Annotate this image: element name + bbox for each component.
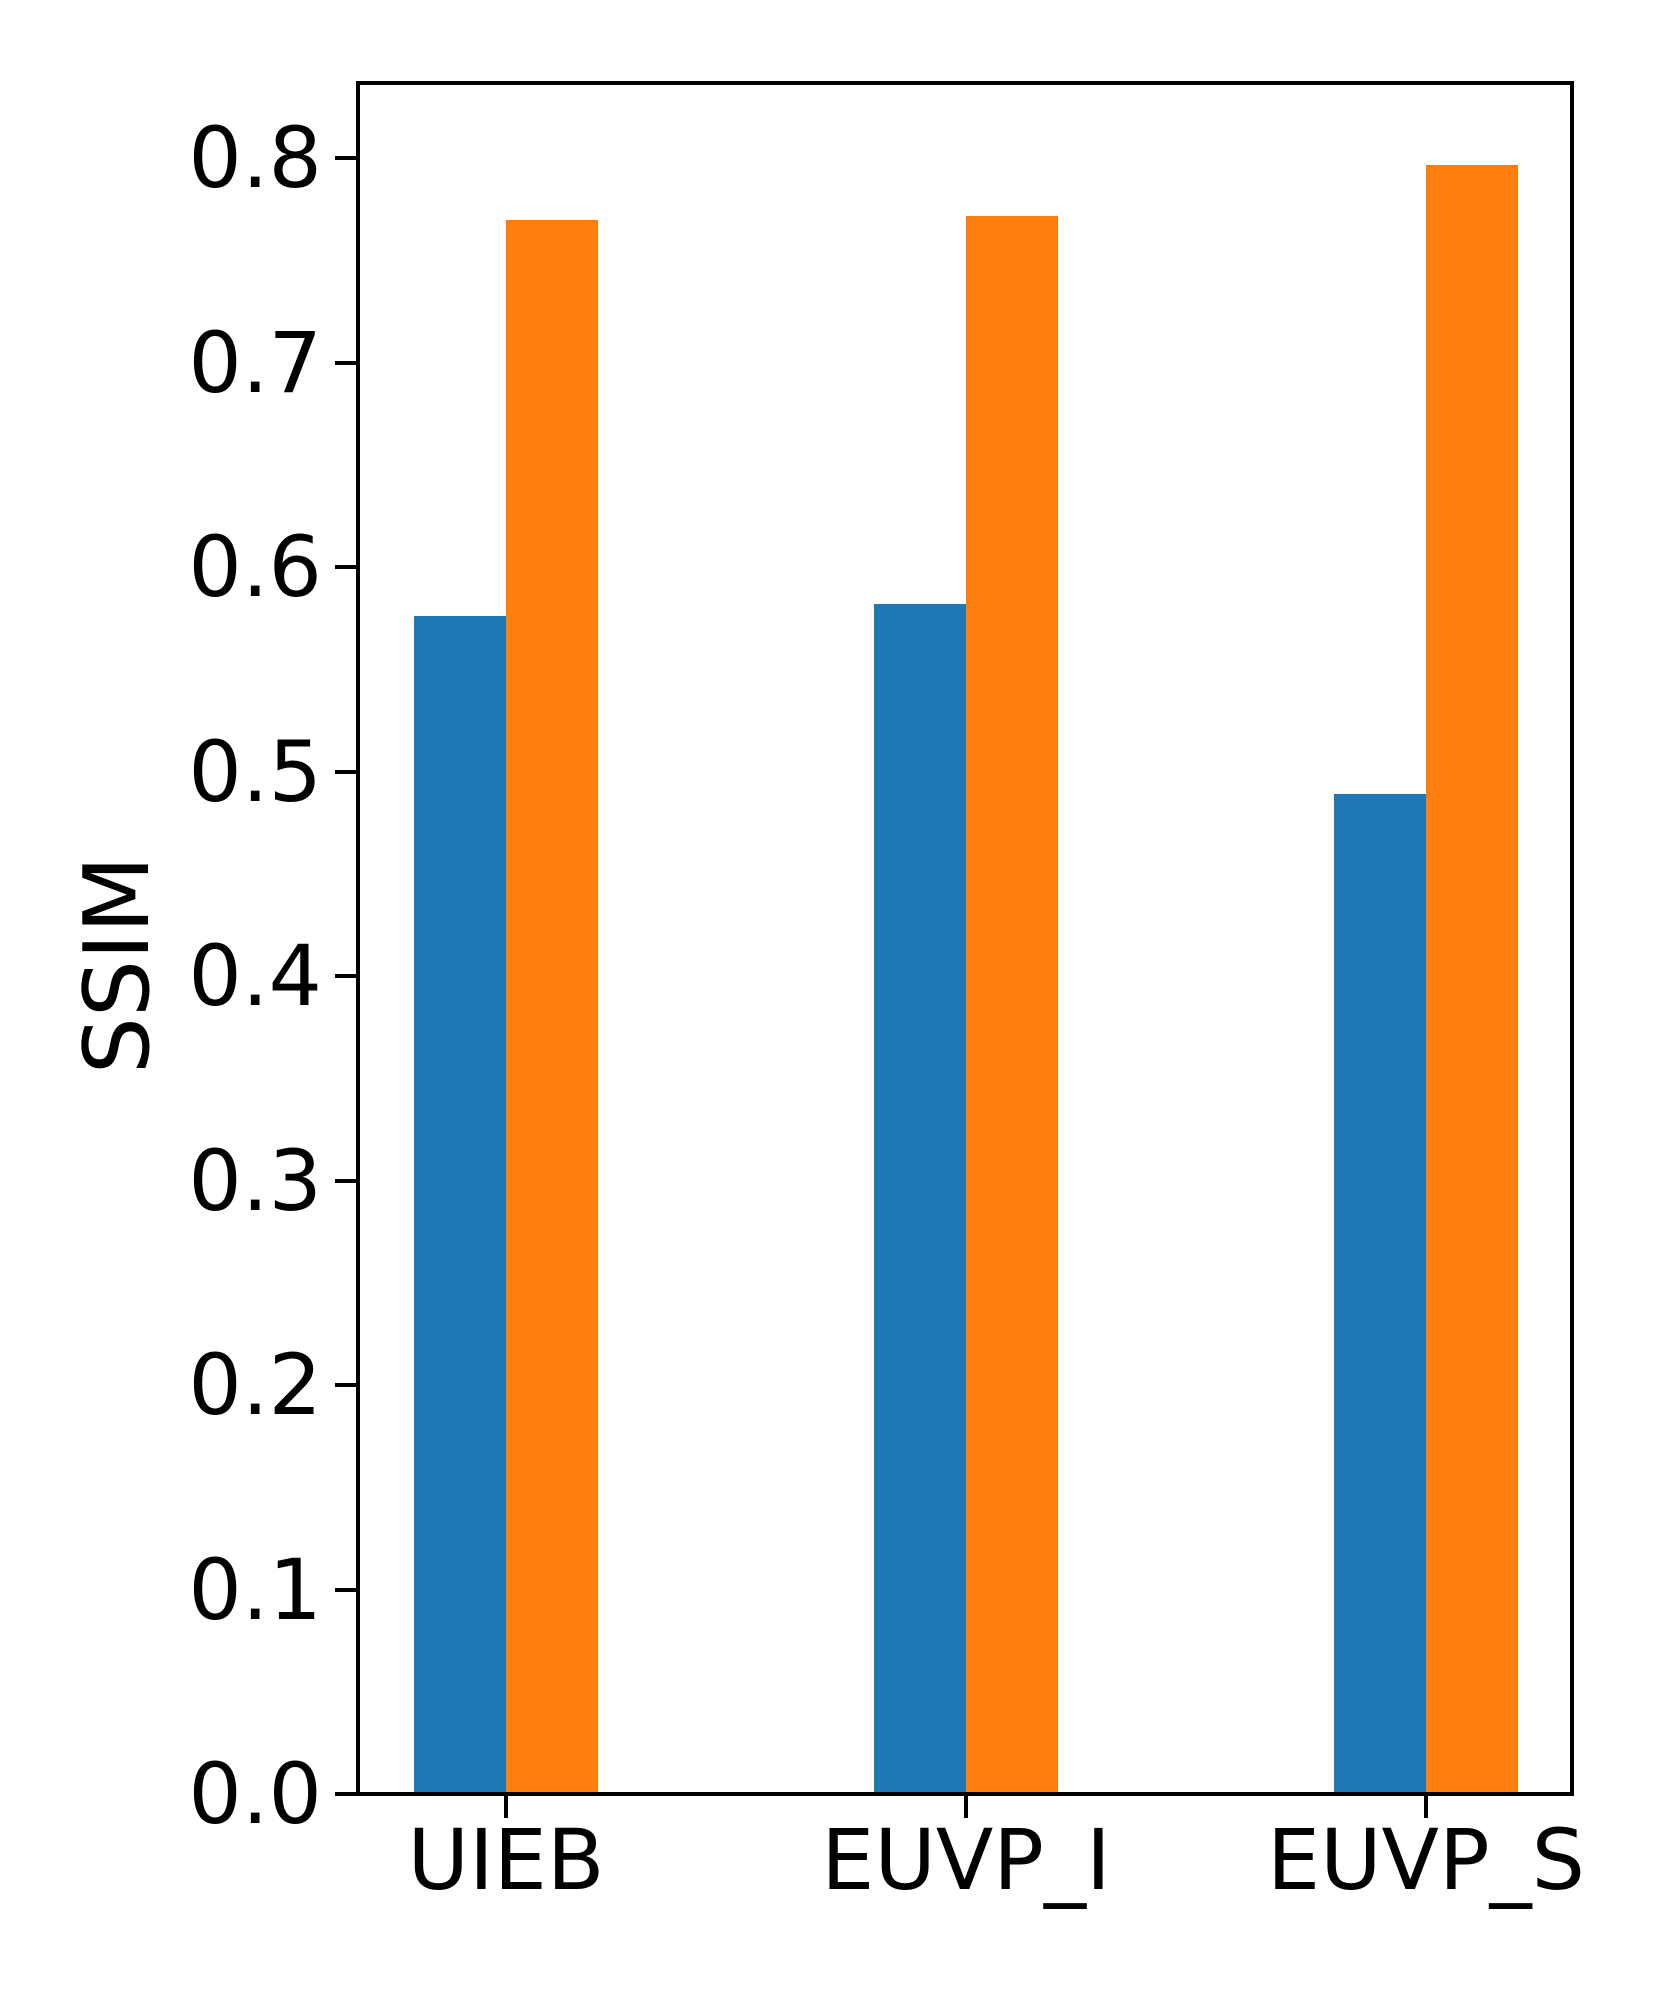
x-tick-label-EUVP_I: EUVP_I (821, 1811, 1111, 1909)
orange-series-bar-EUVP_I (966, 216, 1058, 1794)
y-tick-mark-0.0 (335, 1792, 356, 1796)
orange-series-bar-EUVP_S (1426, 165, 1518, 1794)
y-tick-label-0.3: 0.3 (188, 1131, 322, 1230)
y-tick-mark-0.4 (335, 974, 356, 979)
y-tick-mark-0.3 (335, 1178, 356, 1183)
x-tick-label-UIEB: UIEB (407, 1811, 605, 1909)
y-tick-mark-0.2 (335, 1383, 356, 1388)
y-tick-mark-0.8 (335, 156, 356, 161)
y-tick-label-0.7: 0.7 (188, 313, 322, 412)
x-tick-mark-UIEB (504, 1796, 508, 1818)
y-tick-label-0.5: 0.5 (188, 722, 322, 821)
x-tick-mark-EUVP_I (964, 1796, 968, 1818)
y-axis-title: SSIM (65, 855, 170, 1075)
y-tick-label-0.1: 0.1 (188, 1540, 322, 1639)
y-tick-label-0.4: 0.4 (188, 927, 322, 1026)
blue-series-bar-UIEB (414, 616, 506, 1794)
y-tick-mark-0.7 (335, 360, 356, 365)
y-tick-mark-0.1 (335, 1587, 356, 1592)
y-tick-label-0.0: 0.0 (188, 1745, 322, 1843)
y-tick-label-0.2: 0.2 (188, 1336, 322, 1435)
blue-series-bar-EUVP_S (1334, 794, 1426, 1794)
x-tick-mark-EUVP_S (1424, 1796, 1428, 1818)
orange-series-bar-UIEB (506, 220, 598, 1794)
blue-series-bar-EUVP_I (874, 604, 966, 1794)
y-tick-label-0.6: 0.6 (188, 518, 322, 617)
y-tick-label-0.8: 0.8 (188, 109, 322, 208)
y-tick-mark-0.6 (335, 565, 356, 570)
y-tick-mark-0.5 (335, 769, 356, 774)
x-tick-label-EUVP_S: EUVP_S (1267, 1811, 1585, 1909)
